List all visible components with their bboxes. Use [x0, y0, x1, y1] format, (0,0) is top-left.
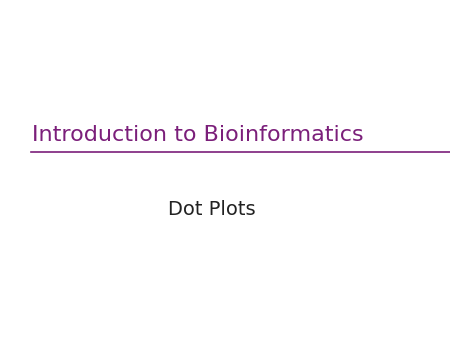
Text: Introduction to Bioinformatics: Introduction to Bioinformatics	[32, 125, 363, 145]
Text: Dot Plots: Dot Plots	[168, 200, 255, 219]
